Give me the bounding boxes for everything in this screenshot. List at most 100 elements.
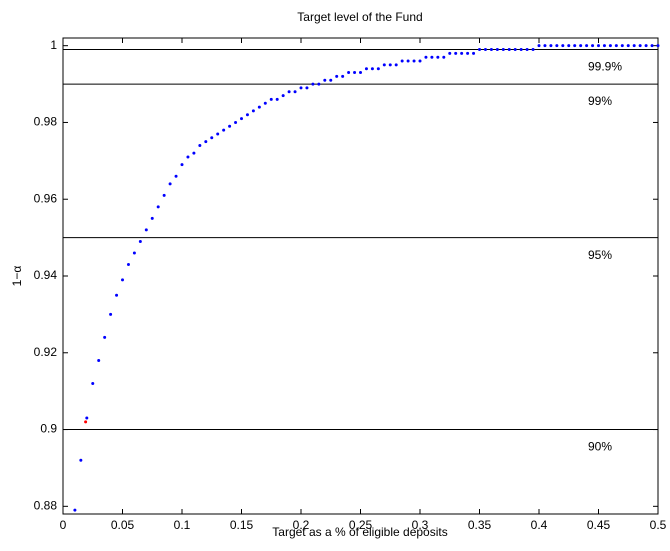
data-point — [97, 358, 101, 362]
data-point — [222, 128, 226, 132]
data-point — [275, 97, 279, 101]
data-point — [626, 44, 630, 48]
data-point — [454, 51, 458, 55]
data-point — [73, 508, 77, 512]
data-point — [602, 44, 606, 48]
data-point — [335, 74, 339, 78]
data-point — [632, 44, 636, 48]
data-point — [656, 44, 660, 48]
data-point — [561, 44, 565, 48]
data-point — [424, 55, 428, 59]
data-point — [180, 163, 184, 167]
data-point — [466, 51, 470, 55]
data-point — [245, 113, 249, 117]
data-point — [79, 458, 83, 462]
y-tick-label: 0.96 — [34, 191, 58, 205]
y-tick-label: 0.88 — [34, 498, 58, 512]
data-point — [216, 132, 220, 136]
data-point — [591, 44, 595, 48]
data-point — [442, 55, 446, 59]
x-tick-label: 0.45 — [587, 518, 611, 532]
data-point — [531, 48, 535, 52]
data-point — [234, 120, 238, 124]
data-point — [210, 136, 214, 140]
data-point — [84, 420, 88, 424]
plot-frame — [62, 37, 659, 515]
data-point — [341, 74, 345, 78]
data-point — [311, 82, 315, 86]
data-point — [394, 63, 398, 67]
data-point — [198, 143, 202, 147]
reference-label: 90% — [588, 440, 612, 454]
data-point — [388, 63, 392, 67]
data-point — [585, 44, 589, 48]
data-point — [501, 48, 505, 52]
data-point — [495, 48, 499, 52]
data-point — [543, 44, 547, 48]
data-point — [162, 193, 166, 197]
data-point — [382, 63, 386, 67]
data-point — [115, 293, 119, 297]
x-tick-label: 0.5 — [650, 518, 667, 532]
x-tick-label: 0.3 — [412, 518, 429, 532]
x-tick-label: 0.4 — [531, 518, 548, 532]
data-point — [251, 109, 255, 113]
data-point — [192, 151, 196, 155]
data-point — [650, 44, 654, 48]
x-tick-label: 0 — [60, 518, 67, 532]
y-tick-label: 0.92 — [34, 345, 58, 359]
y-tick-label: 1 — [50, 38, 57, 52]
data-point — [168, 182, 172, 186]
data-point — [412, 59, 416, 63]
data-point — [460, 51, 464, 55]
data-point — [483, 48, 487, 52]
data-point — [317, 82, 321, 86]
data-point — [579, 44, 583, 48]
data-point — [513, 48, 517, 52]
data-point — [555, 44, 559, 48]
data-point — [448, 51, 452, 55]
x-tick-label: 0.15 — [230, 518, 254, 532]
data-point — [156, 205, 160, 209]
data-point — [204, 140, 208, 144]
data-point — [281, 94, 285, 98]
data-point — [228, 124, 232, 128]
data-point — [150, 216, 154, 220]
data-point — [400, 59, 404, 63]
x-tick-label: 0.2 — [293, 518, 310, 532]
data-point — [620, 44, 624, 48]
data-point — [174, 174, 178, 178]
data-point — [121, 278, 124, 282]
x-axis-label: Target as a % of eligible deposits — [272, 525, 447, 539]
chart-title: Target level of the Fund — [297, 10, 422, 24]
data-point — [186, 155, 190, 159]
data-point — [91, 381, 95, 385]
data-point — [549, 44, 553, 48]
data-point — [353, 71, 357, 75]
data-point — [567, 44, 571, 48]
data-point — [364, 67, 368, 71]
data-point — [406, 59, 410, 63]
data-point — [608, 44, 612, 48]
data-point — [138, 239, 142, 243]
data-point — [287, 90, 291, 94]
reference-label: 95% — [588, 248, 612, 262]
data-point — [293, 90, 297, 94]
data-point — [299, 86, 303, 90]
y-axis-label: 1−α — [10, 266, 24, 287]
data-point — [132, 251, 136, 255]
data-point — [418, 59, 422, 63]
reference-label: 99% — [588, 94, 612, 108]
data-point — [305, 86, 309, 90]
data-point — [430, 55, 434, 59]
data-point — [597, 44, 600, 48]
data-point — [644, 44, 648, 48]
data-point — [109, 312, 113, 316]
data-point — [359, 71, 362, 75]
data-point — [376, 67, 380, 71]
y-tick-label: 0.9 — [40, 422, 57, 436]
data-point — [263, 101, 267, 105]
data-point — [525, 48, 529, 52]
